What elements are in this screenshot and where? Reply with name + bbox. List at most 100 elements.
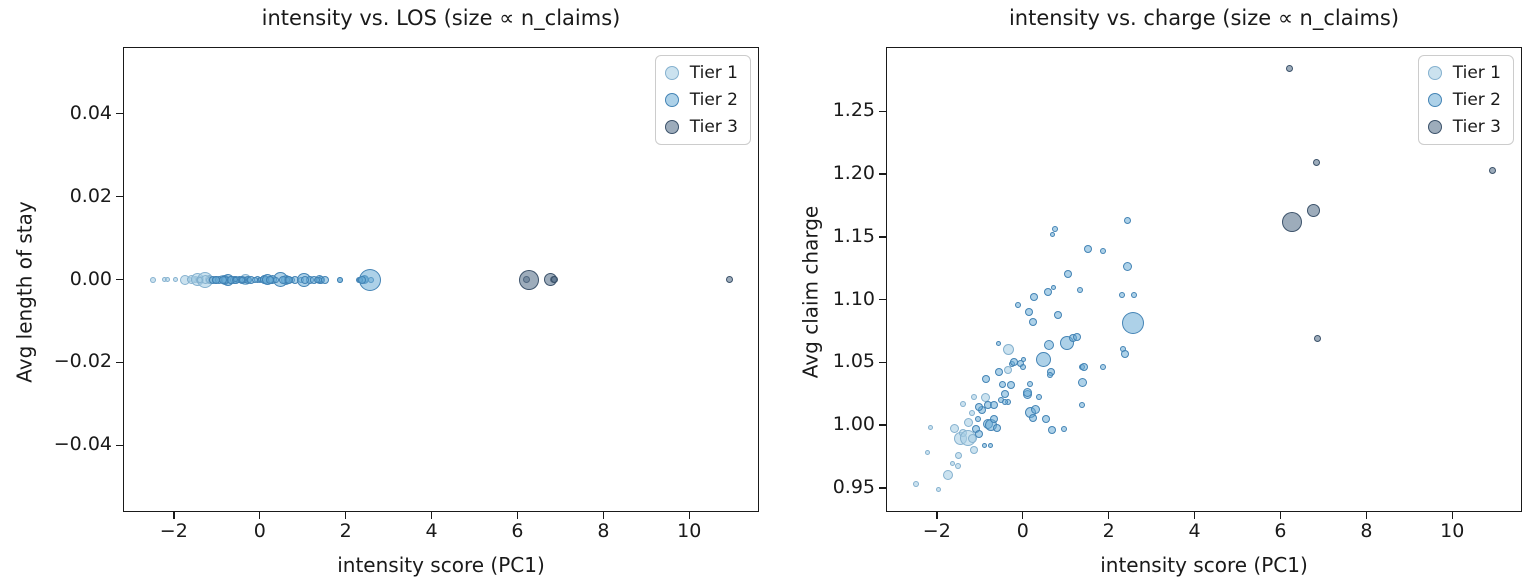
scatter-point (1043, 288, 1052, 297)
y-tick-label: 1.25 (832, 99, 875, 122)
scatter-point (1063, 270, 1072, 279)
x-tick-label: 2 (339, 520, 352, 542)
scatter-point (550, 276, 558, 283)
scatter-point (1079, 363, 1088, 372)
legend-label: Tier 1 (1452, 63, 1501, 83)
scatter-point (1051, 226, 1058, 233)
scatter-point (912, 481, 919, 488)
legend-label: Tier 1 (689, 63, 738, 83)
legend-swatch-icon (664, 120, 679, 134)
scatter-point (969, 409, 976, 416)
scatter-point (196, 276, 203, 283)
scatter-point (989, 414, 998, 423)
legend-swatch-icon (1427, 120, 1442, 134)
x-tick-mark (173, 512, 175, 519)
scatter-point (968, 434, 978, 444)
scatter-point (1083, 245, 1092, 254)
scatter-point (974, 429, 983, 438)
scatter-point (1046, 371, 1053, 378)
scatter-point (993, 423, 1002, 432)
scatter-point (950, 461, 956, 467)
scatter-point (238, 276, 245, 283)
scatter-point (1022, 387, 1032, 397)
scatter-point (1123, 262, 1133, 272)
legend-item: Tier 3 (1427, 116, 1501, 138)
scatter-point (1029, 293, 1038, 302)
y-tick-label: −0.02 (53, 350, 112, 373)
scatter-point (251, 276, 258, 283)
x-tick-label: 10 (1440, 520, 1465, 542)
scatter-point (1036, 352, 1052, 368)
scatter-point (1100, 247, 1107, 254)
scatter-point (165, 277, 171, 282)
scatter-point (1312, 159, 1320, 167)
y-tick-mark (116, 278, 123, 281)
scatter-point (994, 368, 1003, 377)
y-tick-mark (879, 487, 886, 489)
scatter-point (981, 374, 990, 383)
y-tick-mark (879, 361, 886, 364)
y-tick-label: 1.05 (832, 350, 875, 373)
scatter-point (320, 275, 329, 284)
legend-label: Tier 2 (1452, 90, 1501, 110)
scatter-point (1282, 211, 1303, 232)
legend-item: Tier 1 (664, 62, 738, 84)
y-tick-mark (879, 424, 886, 426)
scatter-point (1051, 284, 1057, 290)
scatter-point (272, 276, 279, 283)
legend-swatch-icon (664, 66, 679, 80)
scatter-point (1001, 399, 1008, 406)
scatter-point (337, 276, 344, 283)
scatter-point (1120, 349, 1129, 358)
scatter-point (949, 424, 959, 434)
y-tick-label: 1.00 (832, 413, 875, 436)
x-tick-label: −2 (159, 520, 188, 542)
y-tick-mark (879, 298, 886, 301)
plot-charge: intensity vs. charge (size ∝ n_claims) i… (799, 6, 1522, 577)
legend-swatch-icon (1427, 93, 1442, 107)
scatter-point (1003, 365, 1012, 374)
scatter-point (1041, 414, 1050, 423)
scatter-point (1488, 166, 1496, 174)
y-tick-label: −0.04 (53, 433, 112, 456)
x-tick-label: 8 (1360, 520, 1373, 542)
scatter-point (971, 394, 978, 401)
scatter-point (1021, 357, 1027, 363)
scatter-point (1307, 203, 1321, 217)
scatter-point (981, 442, 987, 448)
y-tick-label: 0.00 (69, 267, 112, 290)
x-tick-label: −2 (922, 520, 951, 542)
y-tick-mark (116, 112, 123, 115)
scatter-point (1118, 291, 1125, 298)
y-tick-mark (879, 173, 886, 175)
x-tick-mark (344, 512, 347, 519)
scatter-point (218, 275, 227, 284)
x-tick-label: 8 (597, 520, 610, 542)
scatter-point (357, 275, 366, 284)
x-axis-label: intensity score (PC1) (337, 553, 545, 577)
scatter-point (300, 275, 309, 284)
x-tick-label: 0 (253, 520, 266, 542)
scatter-point (928, 425, 934, 431)
scatter-point (1035, 394, 1042, 401)
scatter-point (1026, 380, 1033, 387)
x-tick-label: 4 (425, 520, 438, 542)
scatter-point (974, 415, 981, 422)
y-tick-label: 0.04 (69, 101, 112, 124)
x-tick-mark (258, 512, 261, 519)
legend: Tier 1 Tier 2 Tier 3 (1417, 55, 1514, 145)
x-tick-label: 0 (1016, 520, 1029, 542)
scatter-point (1028, 318, 1037, 327)
x-tick-mark (1107, 512, 1110, 519)
plot-los: intensity vs. LOS (size ∝ n_claims) inte… (13, 6, 759, 577)
x-tick-label: 4 (1188, 520, 1201, 542)
scatter-point (233, 277, 239, 282)
scatter-point (313, 276, 320, 283)
scatter-point (1121, 312, 1144, 335)
scatter-point (173, 277, 179, 282)
scatter-point (1006, 380, 1015, 389)
scatter-point (1100, 364, 1107, 371)
y-tick-label: 1.15 (832, 224, 875, 247)
x-tick-label: 6 (1274, 520, 1287, 542)
